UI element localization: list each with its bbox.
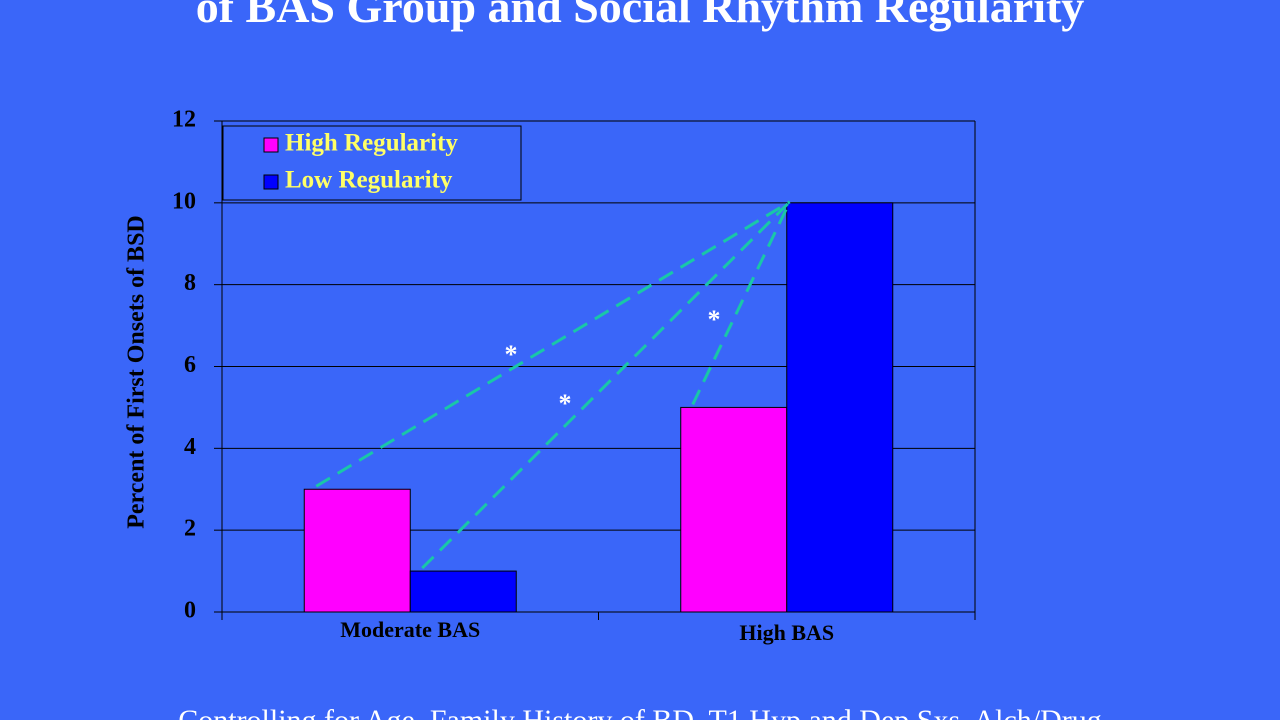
comparison-line xyxy=(691,201,792,406)
bar xyxy=(680,406,788,613)
y-tick-label: 8 xyxy=(184,270,196,296)
x-tick-label: High BAS xyxy=(739,620,834,645)
comparison-line xyxy=(421,200,791,570)
legend-label: Low Regularity xyxy=(285,167,453,194)
significance-marker: * xyxy=(708,305,721,334)
comparison-line xyxy=(315,200,791,488)
y-tick-label: 6 xyxy=(184,352,196,378)
y-tick-label: 0 xyxy=(184,598,196,624)
legend-label: High Regularity xyxy=(285,130,458,157)
bar xyxy=(786,202,894,613)
significance-marker: * xyxy=(505,340,518,369)
significance-marker: * xyxy=(559,389,572,418)
footnote: Controlling for Age, Family History of B… xyxy=(178,704,1102,720)
y-tick-label: 2 xyxy=(184,516,196,542)
bar xyxy=(303,488,411,613)
y-tick-label: 12 xyxy=(172,107,196,133)
y-tick-label: 4 xyxy=(184,434,196,460)
slide-title: of BAS Group and Social Rhythm Regularit… xyxy=(196,0,1085,32)
y-axis-title: Percent of First Onsets of BSD xyxy=(124,215,150,529)
x-tick-label: Moderate BAS xyxy=(340,617,480,642)
y-tick-label: 10 xyxy=(172,188,196,214)
legend-swatch xyxy=(263,137,279,153)
legend-swatch xyxy=(263,174,279,190)
bar xyxy=(409,570,517,613)
